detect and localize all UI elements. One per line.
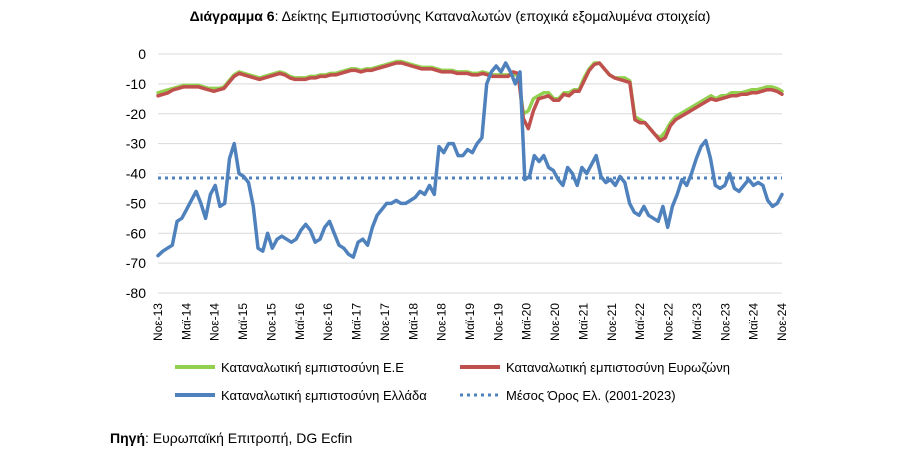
source-text: : Ευρωπαϊκή Επιτροπή, DG Ecfin (145, 430, 353, 446)
x-tick-label: Νοε-22 (662, 303, 676, 341)
x-tick-label: Νοε-20 (548, 303, 562, 341)
x-tick-label: Νοε-16 (321, 303, 335, 341)
x-tick-label: Μαϊ-16 (293, 303, 307, 340)
x-tick-label: Νοε-15 (264, 303, 278, 341)
legend-greece-average-label: Μέσος Όρος Ελ. (2001-2023) (506, 388, 676, 403)
legend-greece-label: Καταναλωτική εμπιστοσύνη Ελλάδα (221, 388, 427, 403)
x-tick-label: Μαϊ-15 (236, 303, 250, 340)
chart-title-prefix: Διάγραμμα 6 (189, 8, 275, 24)
y-tick-label: -70 (126, 255, 146, 271)
y-tick-label: -10 (126, 76, 146, 92)
x-tick-label: Νοε-24 (775, 303, 789, 341)
x-tick-label: Μαϊ-19 (463, 303, 477, 340)
y-tick-label: -40 (126, 166, 146, 182)
x-tick-label: Νοε-21 (605, 303, 619, 341)
y-tick-label: -80 (126, 285, 146, 301)
y-tick-label: -60 (126, 225, 146, 241)
y-tick-label: -30 (126, 136, 146, 152)
series-line-eurozone (156, 61, 784, 143)
series-line-greece (156, 61, 784, 259)
x-tick-label: Νοε-23 (718, 303, 732, 341)
y-tick-label: 0 (138, 46, 146, 62)
x-tick-label: Μαϊ-20 (520, 303, 534, 340)
y-tick-label: -50 (126, 195, 146, 211)
source-note: Πηγή: Ευρωπαϊκή Επιτροπή, DG Ecfin (110, 430, 352, 446)
x-tick-label: Μαϊ-18 (406, 303, 420, 340)
source-prefix: Πηγή (110, 430, 145, 446)
x-tick-label: Νοε-18 (435, 303, 449, 341)
y-tick-label: -20 (126, 106, 146, 122)
x-tick-label: Μαϊ-14 (179, 303, 193, 340)
x-tick-label: Νοε-13 (151, 303, 165, 341)
chart-title-text: : Δείκτης Εμπιστοσύνης Καταναλωτών (εποχ… (274, 8, 711, 24)
x-tick-label: Νοε-17 (378, 303, 392, 341)
x-tick-label: Μαϊ-23 (690, 303, 704, 340)
x-tick-label: Μαϊ-22 (633, 303, 647, 340)
x-tick-label: Μαϊ-21 (576, 303, 590, 340)
x-tick-label: Νοε-14 (208, 303, 222, 341)
legend-eurozone-label: Καταναλωτική εμπιστοσύνη Ευρωζώνη (506, 360, 730, 375)
chart-title: Διάγραμμα 6: Δείκτης Εμπιστοσύνης Κατανα… (0, 8, 900, 24)
legend-eu-label: Καταναλωτική εμπιστοσύνη Ε.Ε (221, 360, 404, 375)
x-tick-label: Μαϊ-17 (350, 303, 364, 340)
x-tick-label: Μαϊ-24 (747, 303, 761, 340)
x-tick-label: Νοε-19 (491, 303, 505, 341)
